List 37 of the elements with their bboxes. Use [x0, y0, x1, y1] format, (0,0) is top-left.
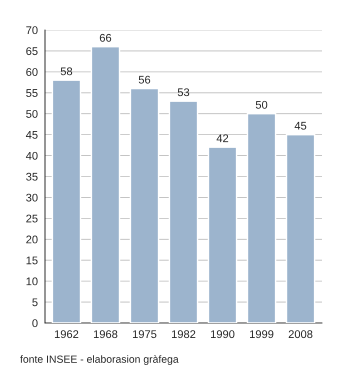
y-tick-label: 40 — [26, 152, 38, 160]
y-tick-label: 30 — [26, 194, 38, 202]
y-tick-label: 50 — [26, 110, 38, 118]
x-tick-label: 1999 — [250, 330, 274, 338]
x-tick-label: 1990 — [211, 330, 234, 338]
bar — [52, 80, 82, 323]
y-tick-label: 70 — [26, 26, 38, 34]
bar — [246, 113, 276, 323]
y-tick-label: 5 — [32, 298, 38, 306]
y-tick-label: 65 — [26, 47, 38, 56]
x-tick-label: 1962 — [54, 330, 78, 338]
x-tick-label: 1968 — [94, 330, 118, 338]
x-tick-label: 2008 — [288, 330, 312, 338]
bar — [208, 146, 238, 323]
y-tick-label: 35 — [26, 172, 38, 181]
data-label: 53 — [178, 88, 190, 96]
y-tick-label: 10 — [26, 277, 38, 286]
bar — [130, 88, 160, 323]
x-tick-label: 1982 — [172, 330, 196, 338]
data-label: 66 — [100, 34, 112, 42]
y-tick-label: 55 — [26, 89, 38, 97]
y-tick-label: 60 — [26, 68, 38, 76]
x-tick-label: 1975 — [132, 330, 156, 338]
source-note: fonte INSEE - elaborasion gràfega — [20, 355, 179, 365]
data-label: 50 — [256, 100, 268, 109]
data-label: 42 — [216, 134, 228, 142]
y-tick-label: 0 — [32, 319, 38, 328]
y-tick-label: 20 — [26, 236, 38, 244]
data-label: 56 — [138, 76, 150, 84]
bar — [90, 46, 120, 323]
bar — [168, 100, 198, 323]
y-tick-label: 25 — [26, 214, 38, 222]
bar — [286, 134, 316, 323]
data-label: 58 — [60, 67, 72, 76]
data-label: 45 — [294, 122, 306, 130]
y-tick-label: 15 — [26, 256, 38, 264]
y-tick-label: 45 — [26, 131, 38, 139]
